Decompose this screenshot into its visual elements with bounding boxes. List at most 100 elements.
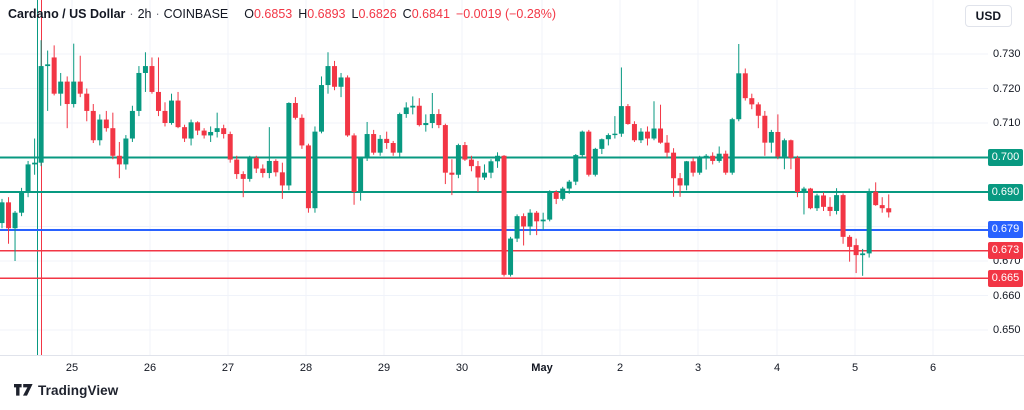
- candle-up: [612, 133, 618, 136]
- candle-down: [475, 166, 481, 178]
- candle-down: [827, 206, 833, 211]
- candle-wick: [47, 50, 49, 111]
- candle-up: [592, 148, 598, 175]
- candle-down: [436, 114, 442, 126]
- candle-down: [162, 110, 168, 123]
- candle-up: [403, 107, 409, 115]
- candle-wick: [620, 67, 622, 137]
- candle-down: [755, 104, 761, 116]
- candle-up: [129, 110, 135, 139]
- symbol-header[interactable]: Cardano / US Dollar · 2h · COINBASE O0.6853 H0…: [8, 7, 556, 21]
- symbol-title[interactable]: Cardano / US Dollar: [8, 7, 126, 21]
- candle-up: [266, 160, 272, 174]
- candle-down: [690, 161, 696, 173]
- currency-toggle-button[interactable]: USD: [964, 5, 1012, 27]
- candle-wick: [242, 171, 244, 198]
- candle-down: [462, 145, 468, 160]
- candle-up: [540, 219, 546, 222]
- candle-up: [45, 64, 51, 67]
- candle-up: [716, 153, 722, 161]
- candle-up: [618, 106, 624, 134]
- close-label: C: [402, 7, 412, 21]
- candle-up: [560, 188, 566, 199]
- candle-up: [605, 135, 611, 140]
- price-tick-label: 0.650: [993, 324, 1021, 336]
- candle-wick: [268, 127, 270, 179]
- title-divider: ·: [129, 7, 134, 21]
- candle-up: [32, 162, 38, 165]
- candle-down: [742, 73, 748, 99]
- time-tick-label: 5: [851, 362, 859, 374]
- time-axis[interactable]: 25 26 27 28 29 30 May 2 3 4 5 6: [0, 355, 1024, 382]
- candle-down: [664, 142, 670, 153]
- time-tick-label: 3: [694, 362, 702, 374]
- candle-up: [481, 172, 487, 178]
- time-tick-label: 29: [377, 362, 391, 374]
- candle-up: [703, 155, 709, 158]
- candle-down: [677, 178, 683, 186]
- close-value: 0.6841: [411, 7, 450, 21]
- candle-up: [312, 131, 318, 209]
- candle-up: [358, 157, 364, 192]
- candle-up: [208, 131, 214, 136]
- candle-wick: [34, 138, 36, 175]
- time-tick-label: 27: [221, 362, 235, 374]
- candle-down: [6, 202, 12, 229]
- candle-down: [442, 125, 448, 173]
- candle-wick: [451, 159, 453, 196]
- candle-down: [671, 152, 677, 179]
- candle-up: [0, 202, 5, 224]
- price-tick-label: 0.660: [993, 289, 1021, 302]
- candle-up: [12, 212, 18, 229]
- price-line-label[interactable]: 0.690: [988, 183, 1023, 201]
- open-value: 0.6853: [253, 7, 293, 21]
- candle-up: [136, 72, 142, 111]
- candle-wick: [862, 248, 864, 276]
- price-line-label[interactable]: 0.665: [988, 269, 1023, 287]
- candle-down: [521, 216, 527, 227]
- candle-down: [149, 66, 155, 92]
- candle-up: [860, 253, 866, 256]
- exchange-label: COINBASE: [163, 7, 229, 21]
- candle-down: [762, 115, 768, 143]
- tradingview-logo-icon: [14, 383, 33, 396]
- price-line-label[interactable]: 0.679: [988, 221, 1023, 239]
- candle-up: [768, 131, 774, 143]
- tradingview-logo[interactable]: TradingView: [14, 383, 118, 398]
- candle-up: [71, 81, 77, 105]
- candle-down: [449, 172, 455, 175]
- candle-wick: [14, 210, 16, 261]
- price-line-label[interactable]: 0.673: [988, 242, 1023, 260]
- chart-pane[interactable]: [0, 0, 988, 355]
- candle-up: [566, 181, 572, 189]
- candle-down: [821, 195, 827, 207]
- candle-down: [260, 168, 266, 174]
- low-value: 0.6826: [358, 7, 397, 21]
- candle-up: [697, 157, 703, 173]
- candle-up: [364, 134, 370, 158]
- candle-up: [684, 161, 690, 186]
- candle-up: [814, 195, 820, 209]
- candle-down: [807, 188, 813, 209]
- candle-down: [710, 155, 716, 161]
- time-tick-label: 6: [929, 362, 937, 374]
- candle-up: [495, 155, 501, 162]
- candle-down: [84, 93, 90, 111]
- interval-label[interactable]: 2h: [137, 7, 152, 21]
- candle-down: [221, 128, 227, 135]
- time-tick-label: May: [531, 362, 553, 374]
- candle-down: [390, 143, 396, 153]
- candle-down: [345, 77, 351, 136]
- candle-up: [455, 145, 461, 175]
- candle-up: [834, 195, 840, 211]
- price-line-label[interactable]: 0.700: [988, 149, 1023, 166]
- candle-down: [227, 134, 233, 160]
- price-axis[interactable]: 0.730 0.720 0.710 0.670 0.660 0.650 0.700 0.690…: [988, 0, 1024, 355]
- candle-up: [286, 102, 292, 186]
- candle-up: [736, 73, 742, 120]
- candle-down: [279, 172, 285, 186]
- candle-down: [625, 106, 631, 125]
- candle-up: [514, 216, 520, 239]
- candle-down: [468, 159, 474, 167]
